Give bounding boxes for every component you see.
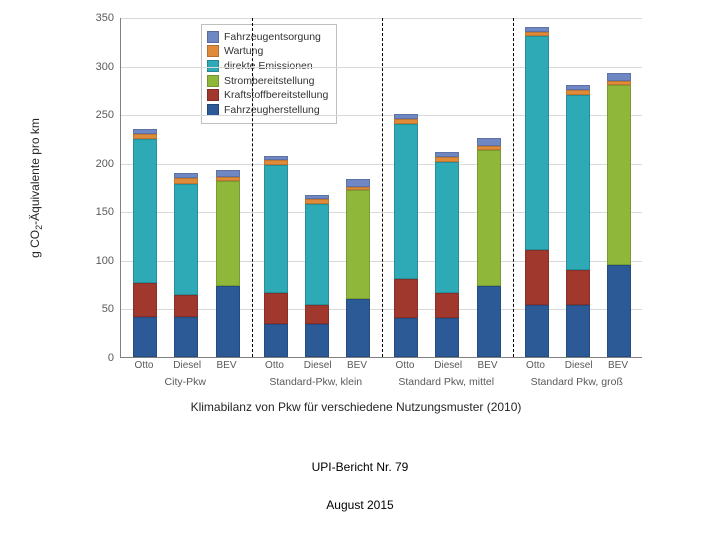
- bar-segment-kraftstoffbereitstellung: [525, 250, 549, 304]
- bar-segment-fahrzeugherstellung: [394, 318, 418, 357]
- bar-segment-kraftstoffbereitstellung: [566, 270, 590, 305]
- x-category-label: BEV: [476, 360, 500, 371]
- bar-segment-fahrzeugherstellung: [174, 317, 198, 357]
- y-tick-label: 150: [74, 206, 114, 218]
- x-group-label: Standard Pkw, groß: [531, 376, 623, 388]
- caption-date: August 2015: [0, 498, 720, 512]
- bar-segment-kraftstoffbereitstellung: [174, 295, 198, 317]
- bar-segment-kraftstoffbereitstellung: [435, 293, 459, 318]
- bar-segment-strombereitstellung: [346, 190, 370, 299]
- legend-swatch: [207, 31, 219, 43]
- legend-swatch: [207, 75, 219, 87]
- legend-label: Wartung: [224, 44, 263, 58]
- bar-segment-fahrzeugherstellung: [346, 299, 370, 357]
- bar-segment-strombereitstellung: [477, 150, 501, 286]
- bar: [216, 170, 240, 357]
- chart-title: Klimabilanz von Pkw für verschiedene Nut…: [70, 400, 642, 414]
- bar-segment-strombereitstellung: [607, 85, 631, 265]
- x-group-label: City-Pkw: [165, 376, 206, 388]
- bar-segment-direkte_emissionen: [305, 204, 329, 305]
- bar: [525, 27, 549, 357]
- bar-segment-fahrzeugentsorgung: [216, 170, 240, 178]
- legend-item: Wartung: [207, 44, 328, 58]
- bar-segment-strombereitstellung: [216, 181, 240, 286]
- x-group-label: Standard-Pkw, klein: [269, 376, 362, 388]
- chart-frame: g CO2-Äquivalente pro km Fahrzeugentsorg…: [70, 18, 642, 390]
- bar-segment-fahrzeugherstellung: [133, 317, 157, 357]
- bar-segment-direkte_emissionen: [394, 124, 418, 279]
- legend: FahrzeugentsorgungWartungdirekte Emissio…: [201, 24, 337, 124]
- bar-segment-kraftstoffbereitstellung: [394, 279, 418, 318]
- bar-segment-fahrzeugherstellung: [566, 305, 590, 357]
- y-tick-label: 250: [74, 109, 114, 121]
- bar-segment-fahrzeugherstellung: [435, 318, 459, 357]
- x-category-label: Otto: [524, 360, 548, 371]
- bar-segment-fahrzeugherstellung: [216, 286, 240, 357]
- y-tick-label: 200: [74, 158, 114, 170]
- bar-segment-direkte_emissionen: [264, 165, 288, 293]
- x-group-label: Standard Pkw, mittel: [398, 376, 494, 388]
- legend-item: Fahrzeugentsorgung: [207, 30, 328, 44]
- caption-report-number: UPI-Bericht Nr. 79: [0, 460, 720, 474]
- x-category-label: Otto: [263, 360, 287, 371]
- bar: [305, 195, 329, 357]
- bar: [133, 129, 157, 357]
- legend-swatch: [207, 104, 219, 116]
- legend-swatch: [207, 89, 219, 101]
- bar-segment-fahrzeugentsorgung: [346, 179, 370, 187]
- bar-segment-direkte_emissionen: [174, 184, 198, 295]
- x-category-label: BEV: [215, 360, 239, 371]
- bar: [394, 114, 418, 357]
- x-category-label: BEV: [345, 360, 369, 371]
- group-divider: [513, 18, 514, 357]
- bar-segment-fahrzeugherstellung: [264, 324, 288, 357]
- bar-segment-direkte_emissionen: [133, 139, 157, 283]
- bar-segment-kraftstoffbereitstellung: [264, 293, 288, 324]
- legend-label: Fahrzeugentsorgung: [224, 30, 321, 44]
- bar-segment-fahrzeugherstellung: [477, 286, 501, 357]
- y-tick-label: 0: [74, 352, 114, 364]
- bar-segment-fahrzeugherstellung: [305, 324, 329, 357]
- y-axis-label: g CO2-Äquivalente pro km: [28, 118, 44, 258]
- y-tick-label: 350: [74, 12, 114, 24]
- bar-segment-kraftstoffbereitstellung: [133, 283, 157, 317]
- x-category-label: Otto: [393, 360, 417, 371]
- plot-area: FahrzeugentsorgungWartungdirekte Emissio…: [120, 18, 642, 358]
- bar-segment-kraftstoffbereitstellung: [305, 305, 329, 324]
- y-tick-label: 50: [74, 303, 114, 315]
- legend-item: Strombereitstellung: [207, 74, 328, 88]
- bar-segment-fahrzeugherstellung: [525, 305, 549, 357]
- x-category-label: Diesel: [565, 360, 589, 371]
- x-category-label: Diesel: [304, 360, 328, 371]
- x-category-label: BEV: [606, 360, 630, 371]
- y-tick-label: 300: [74, 61, 114, 73]
- bar-segment-direkte_emissionen: [566, 95, 590, 270]
- bar: [477, 138, 501, 357]
- bar: [435, 152, 459, 357]
- legend-label: Strombereitstellung: [224, 74, 314, 88]
- bar-segment-direkte_emissionen: [435, 162, 459, 293]
- legend-item: Kraftstoffbereitstellung: [207, 88, 328, 102]
- legend-label: Kraftstoffbereitstellung: [224, 88, 328, 102]
- bar-segment-direkte_emissionen: [525, 36, 549, 250]
- bar-segment-fahrzeugentsorgung: [477, 138, 501, 146]
- bar: [346, 179, 370, 357]
- x-category-label: Diesel: [434, 360, 458, 371]
- bar: [566, 85, 590, 357]
- x-category-label: Otto: [132, 360, 156, 371]
- page-root: g CO2-Äquivalente pro km Fahrzeugentsorg…: [0, 0, 720, 540]
- bar: [264, 156, 288, 357]
- y-tick-label: 100: [74, 255, 114, 267]
- bar-segment-fahrzeugentsorgung: [607, 73, 631, 81]
- group-divider: [252, 18, 253, 357]
- group-divider: [382, 18, 383, 357]
- x-category-label: Diesel: [173, 360, 197, 371]
- bar: [174, 173, 198, 357]
- bar: [607, 73, 631, 357]
- bar-segment-fahrzeugherstellung: [607, 265, 631, 357]
- legend-swatch: [207, 45, 219, 57]
